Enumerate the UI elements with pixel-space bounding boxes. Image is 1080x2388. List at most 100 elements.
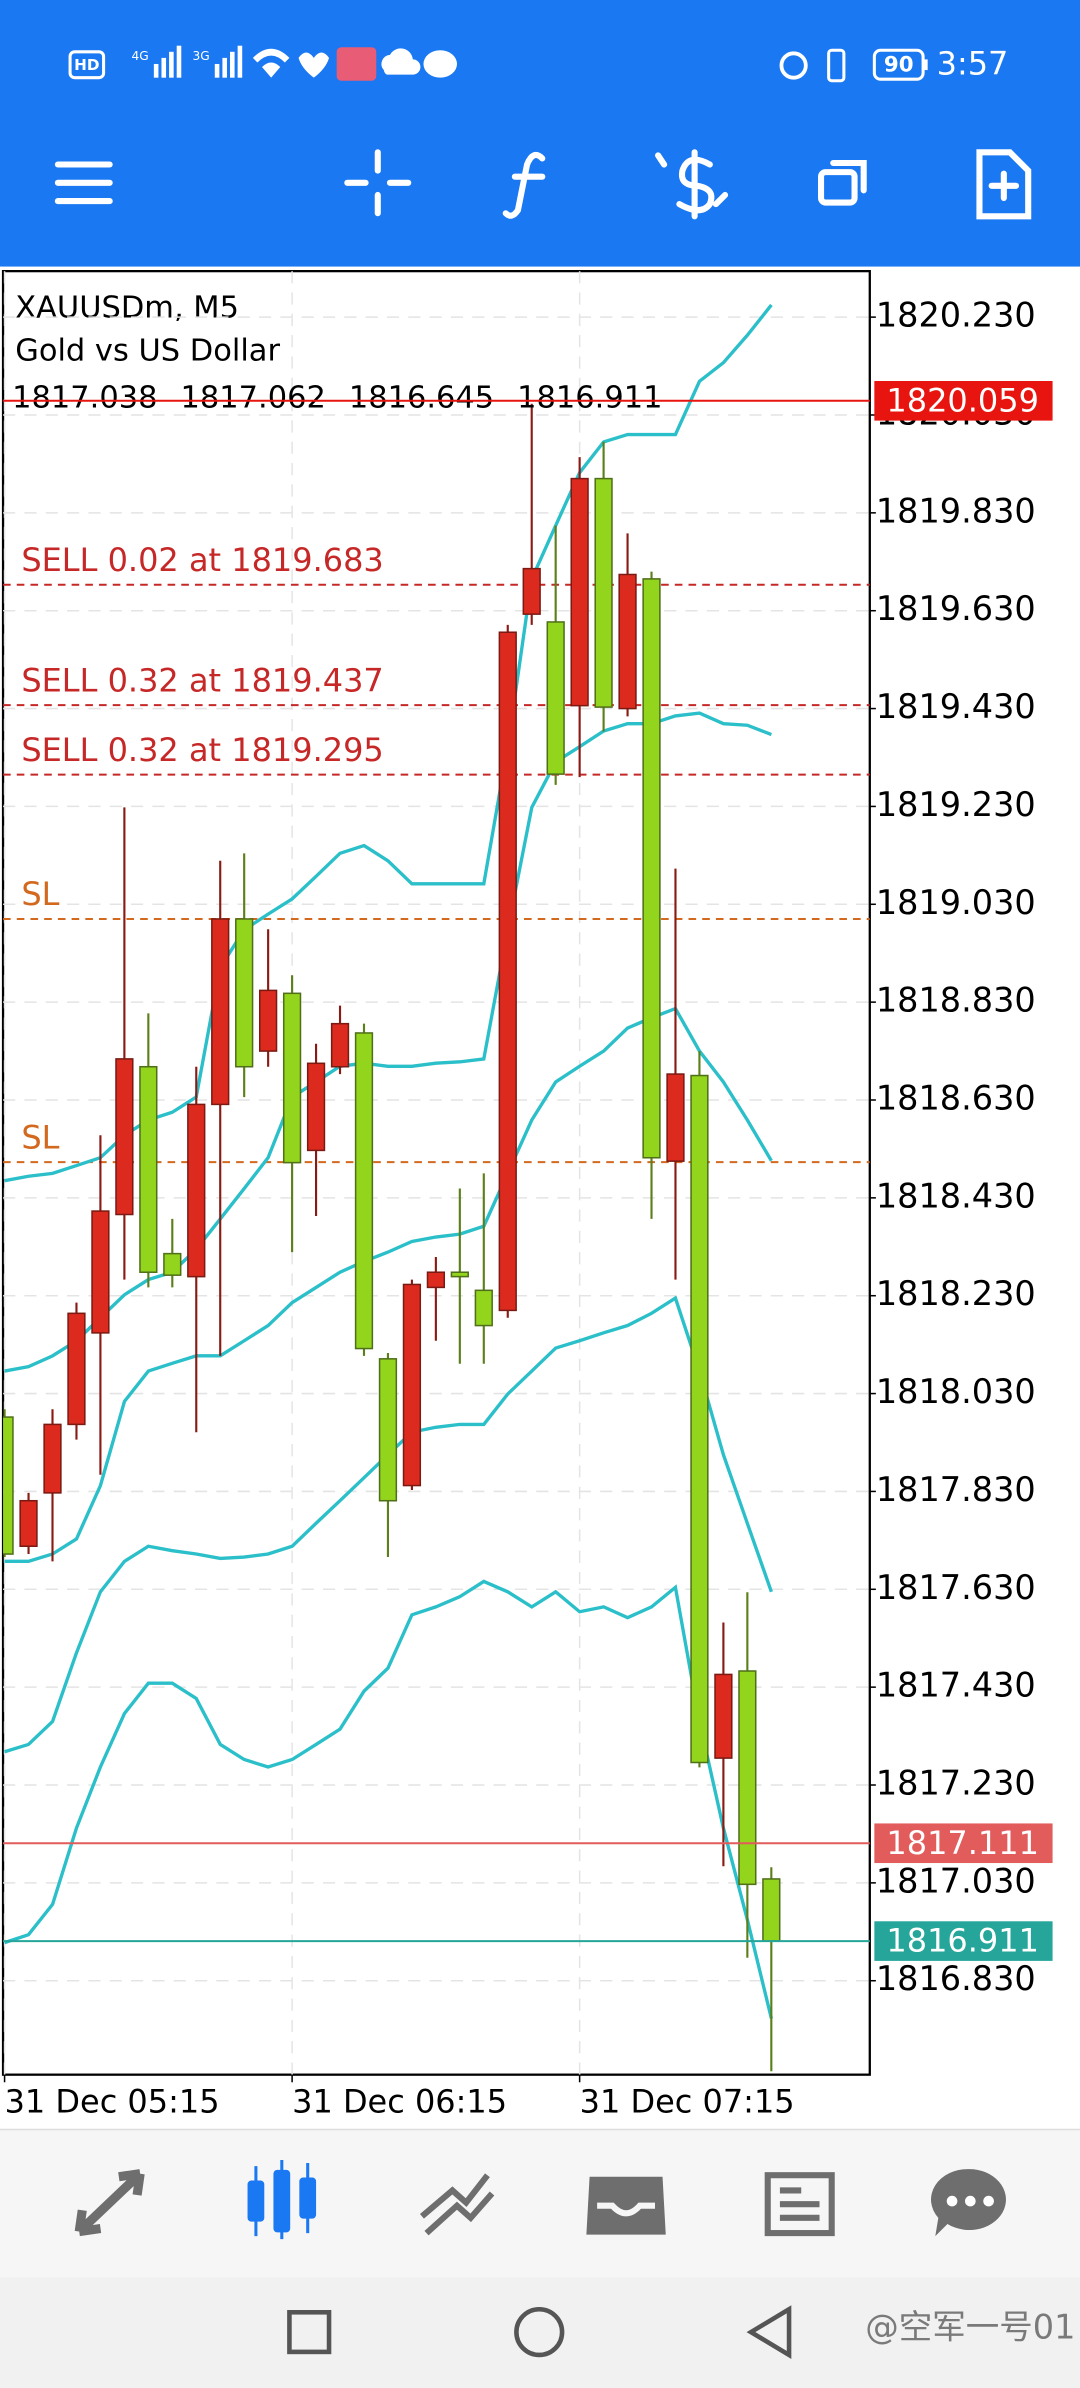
candle-body xyxy=(259,989,278,1052)
candle-body xyxy=(594,477,613,708)
candle-body xyxy=(666,1073,685,1162)
symbol-title: XAUUSDm, M5 xyxy=(15,291,239,326)
candle-body xyxy=(115,1058,134,1216)
candle-body xyxy=(474,1289,493,1327)
new-order-button[interactable] xyxy=(976,149,1032,220)
recents-button[interactable] xyxy=(287,2310,332,2355)
app-icon xyxy=(336,47,377,81)
cloud-icon xyxy=(381,48,421,75)
watermark: @空军一号01 xyxy=(865,2308,1075,2347)
candle-body xyxy=(522,567,541,615)
order-label: SELL 0.02 at 1819.683 xyxy=(21,541,383,579)
back-button[interactable] xyxy=(746,2305,792,2359)
candle-body xyxy=(546,621,565,775)
order-label: SL xyxy=(21,1118,59,1156)
y-tick-label: 1820.230 xyxy=(876,296,1036,335)
y-tick-label: 1819.830 xyxy=(876,491,1036,530)
health-icon xyxy=(298,52,330,78)
toolbar xyxy=(54,149,1032,220)
candle-body xyxy=(187,1103,206,1278)
network-label: HD xyxy=(74,56,99,74)
chart: XAUUSDm, M5 Gold vs US Dollar 1820.230 18… xyxy=(1,269,1053,2121)
status-bar: HD 4G 3G 90 3:57 xyxy=(68,44,1009,83)
messages-tab[interactable] xyxy=(931,2169,1006,2237)
signal-bar xyxy=(169,51,174,78)
signal-bar xyxy=(237,45,243,78)
trade-button[interactable] xyxy=(655,149,729,220)
symbol-description: Gold vs US Dollar xyxy=(15,333,280,368)
trade-tab[interactable] xyxy=(419,2173,495,2236)
y-tick-label: 1817.230 xyxy=(876,1764,1036,1803)
candle-body xyxy=(378,1358,398,1502)
app-header xyxy=(0,0,1080,267)
y-tick-label: 1817.430 xyxy=(876,1666,1036,1705)
candle-body xyxy=(330,1022,350,1068)
y-tick-label: 1818.230 xyxy=(876,1274,1036,1313)
news-tab[interactable] xyxy=(764,2172,835,2237)
ohlc-value: 1816.911 xyxy=(517,381,662,416)
ohlc-value: 1816.645 xyxy=(349,381,494,416)
menu-button[interactable] xyxy=(54,161,113,205)
y-tick-label: 1818.830 xyxy=(876,981,1036,1020)
candle-body xyxy=(642,578,661,1159)
indicators-button[interactable] xyxy=(502,151,546,219)
y-tick-label: 1817.630 xyxy=(876,1568,1036,1607)
y-tick-label: 1819.230 xyxy=(876,785,1036,824)
candle-body xyxy=(402,1283,422,1487)
y-tick-label: 1817.830 xyxy=(876,1470,1036,1509)
price-tag-label: 1816.911 xyxy=(886,1922,1039,1960)
y-tick-label: 1818.430 xyxy=(876,1176,1036,1215)
candle-body xyxy=(211,918,230,1106)
price-tag xyxy=(874,380,1053,421)
vibrate-icon xyxy=(827,48,846,83)
y-tick-label: 1816.830 xyxy=(876,1959,1036,1998)
signal-bar xyxy=(153,63,159,78)
alarm-icon xyxy=(779,51,808,80)
candle-body xyxy=(570,477,589,707)
y-tick-label: 1819.030 xyxy=(876,883,1036,922)
signal-bar xyxy=(214,63,220,78)
candle-body xyxy=(306,1062,326,1152)
price-tag-label: 1820.059 xyxy=(886,381,1039,419)
x-tick-label: 31 Dec 06:15 xyxy=(292,2083,507,2121)
candle-body xyxy=(3,1416,14,1555)
y-tick-label: 1818.630 xyxy=(876,1078,1036,1117)
price-tag xyxy=(874,1823,1053,1864)
candle-body xyxy=(354,1032,374,1350)
wifi-icon xyxy=(252,48,290,78)
clock: 3:57 xyxy=(937,44,1009,82)
chat-icon xyxy=(423,50,457,78)
candle-body xyxy=(139,1065,158,1273)
price-tag xyxy=(874,1921,1053,1961)
candle-body xyxy=(282,992,302,1164)
y-tick-label: 1817.030 xyxy=(876,1861,1036,1900)
y-tick-label: 1819.630 xyxy=(876,589,1036,628)
y-tick-label: 1819.430 xyxy=(876,687,1036,726)
ohlc-value: 1817.062 xyxy=(181,381,326,416)
candle-body xyxy=(91,1210,110,1334)
hd-badge xyxy=(68,50,106,80)
candle-body xyxy=(762,1878,781,1942)
candle-body xyxy=(19,1499,38,1547)
x-tick-label: 31 Dec 05:15 xyxy=(5,2083,220,2121)
candle-body xyxy=(426,1271,446,1289)
home-button[interactable] xyxy=(514,2306,565,2358)
quotes-tab[interactable] xyxy=(74,2169,145,2237)
crosshair-button[interactable] xyxy=(344,149,412,217)
order-label: SELL 0.32 at 1819.437 xyxy=(21,661,383,699)
candle-body xyxy=(43,1423,62,1494)
signal-bar xyxy=(222,57,227,78)
price-tag-label: 1817.111 xyxy=(886,1824,1039,1862)
windows-button[interactable] xyxy=(817,159,867,206)
candle-body xyxy=(235,918,254,1068)
candle-body xyxy=(714,1673,733,1759)
candle-body xyxy=(163,1252,182,1276)
candle-body xyxy=(498,631,517,1312)
candle-body xyxy=(67,1312,86,1426)
y-tick-label: 1818.030 xyxy=(876,1372,1036,1411)
chart-tab[interactable] xyxy=(247,2159,317,2240)
network-label: 3G xyxy=(192,49,209,63)
history-tab[interactable] xyxy=(586,2176,666,2235)
